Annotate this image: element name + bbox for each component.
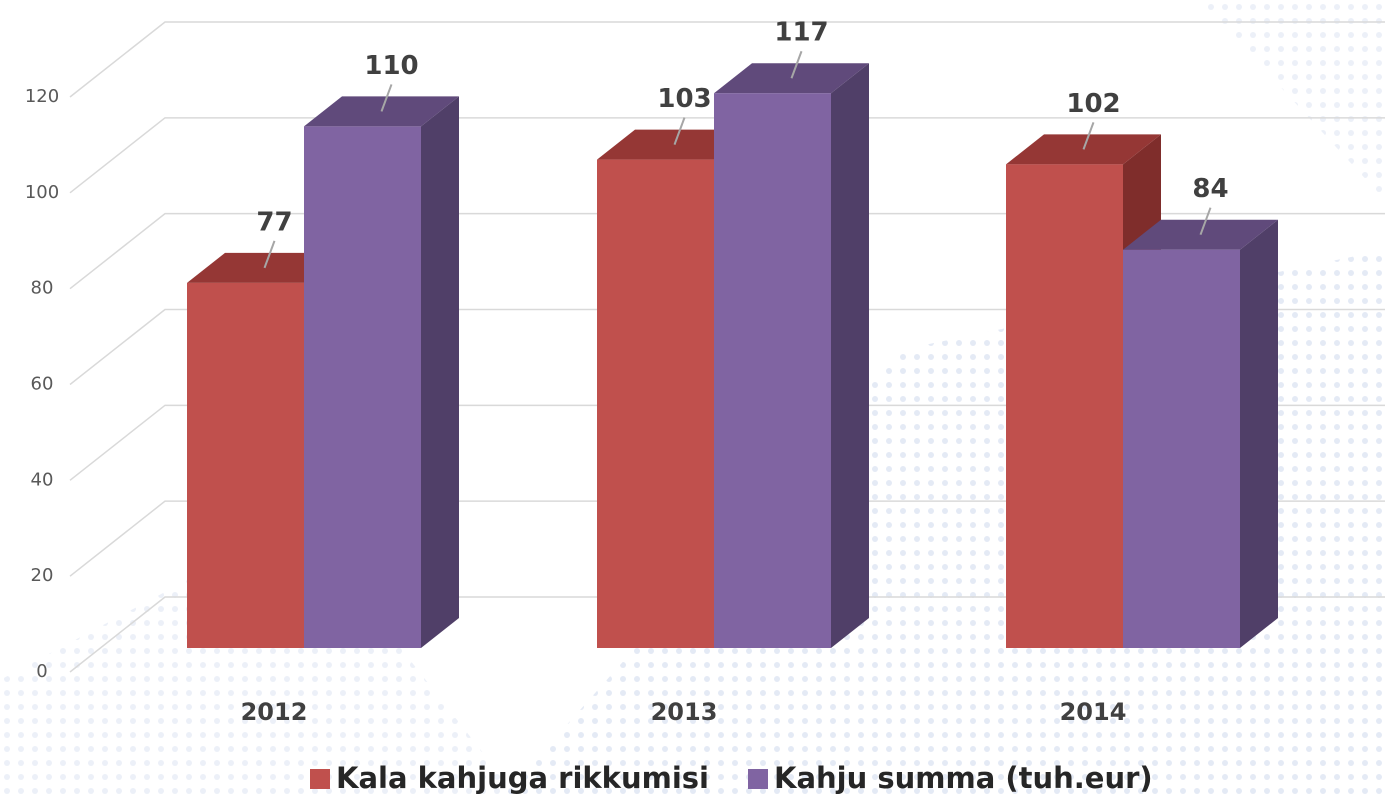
grid-line xyxy=(69,212,1385,290)
y-tick-label: 20 xyxy=(31,565,54,586)
leader-line xyxy=(673,117,686,145)
background-pattern xyxy=(0,520,520,800)
x-tick-label: 2013 xyxy=(651,698,718,726)
leader-line xyxy=(790,50,803,79)
leader-line xyxy=(380,84,393,112)
data-label: 77 xyxy=(256,207,292,237)
bar xyxy=(714,93,831,649)
bar-side xyxy=(831,63,869,649)
y-tick-label: 60 xyxy=(31,374,54,395)
leader-line xyxy=(1082,122,1095,150)
bar-side xyxy=(421,96,459,648)
y-tick-label: 40 xyxy=(31,469,54,490)
legend-label: Kahju summa (tuh.eur) xyxy=(774,761,1153,795)
legend-label: Kala kahjuga rikkumisi xyxy=(336,761,709,795)
bar xyxy=(1006,164,1123,648)
bar-side xyxy=(1240,219,1278,648)
bar xyxy=(597,159,714,648)
grid-line xyxy=(69,404,1385,481)
y-tick-label: 100 xyxy=(25,182,59,203)
legend-swatch xyxy=(310,769,330,789)
data-label: 102 xyxy=(1066,89,1120,119)
grid-line xyxy=(69,596,1385,673)
data-label: 110 xyxy=(364,51,418,81)
y-tick-label: 80 xyxy=(31,278,54,299)
leader-line xyxy=(263,240,276,269)
y-tick-label: 120 xyxy=(25,86,59,107)
leader-line xyxy=(1199,207,1212,236)
bar xyxy=(1123,249,1240,648)
background-pattern xyxy=(1200,0,1385,200)
data-label: 117 xyxy=(774,18,828,48)
data-label: 103 xyxy=(657,84,711,114)
bar xyxy=(187,282,304,648)
grid-line xyxy=(69,500,1385,577)
y-tick-label: 0 xyxy=(36,661,47,682)
grid-line xyxy=(69,21,1385,98)
data-label: 84 xyxy=(1192,174,1228,204)
x-tick-label: 2014 xyxy=(1060,698,1127,726)
x-tick-label: 2012 xyxy=(241,698,308,726)
grid-line xyxy=(69,117,1385,194)
grid-line xyxy=(69,308,1385,386)
legend-swatch xyxy=(748,769,768,789)
bar xyxy=(304,126,421,648)
